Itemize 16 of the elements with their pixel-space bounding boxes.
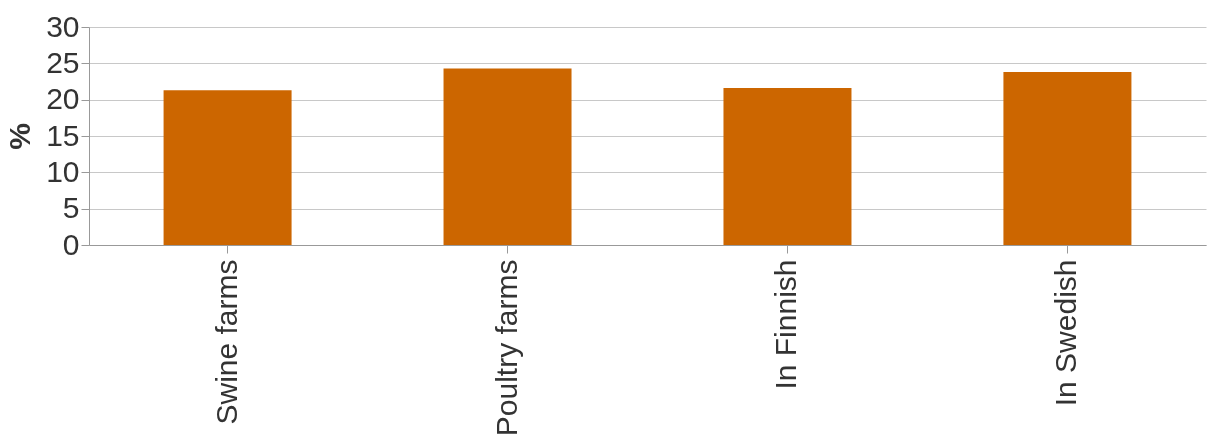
x-tick-label: In Swedish [1049, 259, 1083, 407]
bar [723, 88, 852, 245]
x-tick-label: In Finnish [769, 259, 803, 390]
y-tick-label: 5 [62, 191, 80, 225]
y-tick-label: 20 [46, 82, 80, 116]
y-tick-label: 10 [46, 154, 80, 188]
y-axis-title: % [3, 123, 37, 150]
x-tick-label: Poultry farms [489, 259, 523, 437]
y-tick-label: 0 [62, 227, 80, 261]
bar [1003, 72, 1132, 245]
y-tick-label: 15 [46, 118, 80, 152]
y-tick-label: 25 [46, 45, 80, 79]
x-tick-label: Swine farms [209, 259, 243, 425]
bar [443, 68, 572, 245]
y-tick-label: 30 [46, 9, 80, 43]
bar [163, 90, 292, 245]
